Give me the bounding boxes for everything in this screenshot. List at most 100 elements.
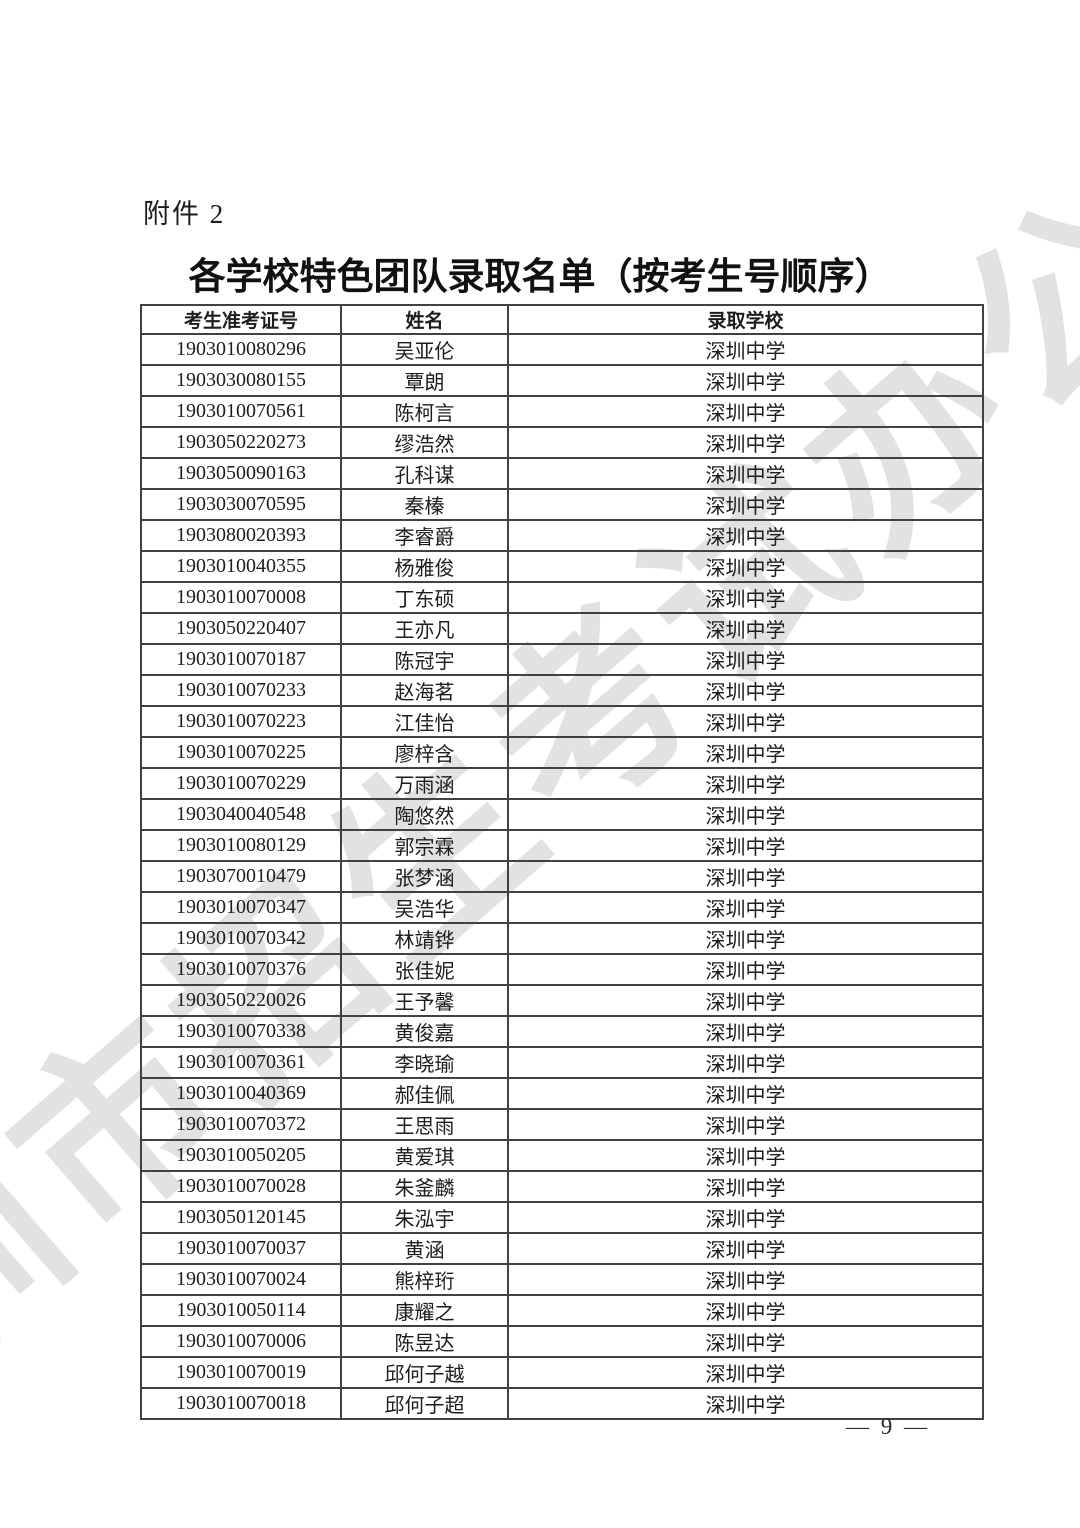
candidate-id-cell: 1903010080129 bbox=[140, 829, 342, 862]
table-row: 1903010070028 朱釜麟 深圳中学 bbox=[140, 1170, 984, 1203]
table-row: 1903010070561 陈柯言 深圳中学 bbox=[140, 395, 984, 428]
candidate-id-cell: 1903010070187 bbox=[140, 643, 342, 676]
name-cell: 王思雨 bbox=[340, 1108, 509, 1141]
table-row: 1903050220407 王亦凡 深圳中学 bbox=[140, 612, 984, 645]
table-row: 1903010080129 郭宗霖 深圳中学 bbox=[140, 829, 984, 862]
school-cell: 深圳中学 bbox=[507, 922, 984, 955]
table-row: 1903010070225 廖梓含 深圳中学 bbox=[140, 736, 984, 769]
name-cell: 秦榛 bbox=[340, 488, 509, 521]
school-cell: 深圳中学 bbox=[507, 860, 984, 893]
school-cell: 深圳中学 bbox=[507, 767, 984, 800]
table-row: 1903010070372 王思雨 深圳中学 bbox=[140, 1108, 984, 1141]
candidate-id-cell: 1903050090163 bbox=[140, 457, 342, 490]
school-cell: 深圳中学 bbox=[507, 798, 984, 831]
table-row: 1903010070347 吴浩华 深圳中学 bbox=[140, 891, 984, 924]
name-cell: 杨雅俊 bbox=[340, 550, 509, 583]
table-row: 1903010070376 张佳妮 深圳中学 bbox=[140, 953, 984, 986]
name-cell: 张梦涵 bbox=[340, 860, 509, 893]
header-name: 姓名 bbox=[340, 304, 509, 335]
candidate-id-cell: 1903010070361 bbox=[140, 1046, 342, 1079]
school-cell: 深圳中学 bbox=[507, 891, 984, 924]
candidate-id-cell: 1903070010479 bbox=[140, 860, 342, 893]
candidate-id-cell: 1903010070019 bbox=[140, 1356, 342, 1389]
school-cell: 深圳中学 bbox=[507, 829, 984, 862]
name-cell: 熊梓珩 bbox=[340, 1263, 509, 1296]
table-row: 1903010070008 丁东硕 深圳中学 bbox=[140, 581, 984, 614]
table-row: 1903010070018 邱何子超 深圳中学 bbox=[140, 1387, 984, 1420]
candidate-id-cell: 1903030080155 bbox=[140, 364, 342, 397]
header-candidate-id: 考生准考证号 bbox=[140, 304, 342, 335]
page-title: 各学校特色团队录取名单（按考生号顺序） bbox=[188, 256, 892, 297]
candidate-id-cell: 1903010070037 bbox=[140, 1232, 342, 1265]
table-row: 1903010050114 康耀之 深圳中学 bbox=[140, 1294, 984, 1327]
table-row: 1903050220026 王予馨 深圳中学 bbox=[140, 984, 984, 1017]
header-school: 录取学校 bbox=[507, 304, 984, 335]
name-cell: 缪浩然 bbox=[340, 426, 509, 459]
candidate-id-cell: 1903040040548 bbox=[140, 798, 342, 831]
candidate-id-cell: 1903010070347 bbox=[140, 891, 342, 924]
name-cell: 赵海茗 bbox=[340, 674, 509, 707]
table-row: 1903010070338 黄俊嘉 深圳中学 bbox=[140, 1015, 984, 1048]
name-cell: 郝佳佩 bbox=[340, 1077, 509, 1110]
name-cell: 张佳妮 bbox=[340, 953, 509, 986]
table-row: 1903040040548 陶悠然 深圳中学 bbox=[140, 798, 984, 831]
school-cell: 深圳中学 bbox=[507, 581, 984, 614]
table-row: 1903030070595 秦榛 深圳中学 bbox=[140, 488, 984, 521]
name-cell: 陶悠然 bbox=[340, 798, 509, 831]
school-cell: 深圳中学 bbox=[507, 705, 984, 738]
candidate-id-cell: 1903010040369 bbox=[140, 1077, 342, 1110]
candidate-id-cell: 1903010070223 bbox=[140, 705, 342, 738]
name-cell: 李睿爵 bbox=[340, 519, 509, 552]
candidate-id-cell: 1903050220026 bbox=[140, 984, 342, 1017]
table-row: 1903010070361 李晓瑜 深圳中学 bbox=[140, 1046, 984, 1079]
school-cell: 深圳中学 bbox=[507, 1356, 984, 1389]
school-cell: 深圳中学 bbox=[507, 426, 984, 459]
table-row: 1903050120145 朱泓宇 深圳中学 bbox=[140, 1201, 984, 1234]
candidate-id-cell: 1903010070006 bbox=[140, 1325, 342, 1358]
school-cell: 深圳中学 bbox=[507, 333, 984, 366]
candidate-id-cell: 1903010080296 bbox=[140, 333, 342, 366]
table-row: 1903010070187 陈冠宇 深圳中学 bbox=[140, 643, 984, 676]
table-row: 1903070010479 张梦涵 深圳中学 bbox=[140, 860, 984, 893]
candidate-id-cell: 1903010050205 bbox=[140, 1139, 342, 1172]
name-cell: 陈冠宇 bbox=[340, 643, 509, 676]
table-row: 1903010070037 黄涵 深圳中学 bbox=[140, 1232, 984, 1265]
name-cell: 廖梓含 bbox=[340, 736, 509, 769]
table-body: 1903010080296 吴亚伦 深圳中学 1903030080155 覃朗 深圳中学 1… bbox=[140, 333, 984, 1420]
candidate-id-cell: 1903010070233 bbox=[140, 674, 342, 707]
candidate-id-cell: 1903050220273 bbox=[140, 426, 342, 459]
table-row: 1903080020393 李睿爵 深圳中学 bbox=[140, 519, 984, 552]
candidate-id-cell: 1903010070561 bbox=[140, 395, 342, 428]
school-cell: 深圳中学 bbox=[507, 1294, 984, 1327]
table-row: 1903010040369 郝佳佩 深圳中学 bbox=[140, 1077, 984, 1110]
name-cell: 康耀之 bbox=[340, 1294, 509, 1327]
candidate-id-cell: 1903010070008 bbox=[140, 581, 342, 614]
candidate-id-cell: 1903010070338 bbox=[140, 1015, 342, 1048]
table-row: 1903010050205 黄爱琪 深圳中学 bbox=[140, 1139, 984, 1172]
table-row: 1903030080155 覃朗 深圳中学 bbox=[140, 364, 984, 397]
name-cell: 邱何子越 bbox=[340, 1356, 509, 1389]
name-cell: 王予馨 bbox=[340, 984, 509, 1017]
candidate-id-cell: 1903010070018 bbox=[140, 1387, 342, 1420]
school-cell: 深圳中学 bbox=[507, 550, 984, 583]
name-cell: 黄爱琪 bbox=[340, 1139, 509, 1172]
candidate-id-cell: 1903050120145 bbox=[140, 1201, 342, 1234]
name-cell: 林靖铧 bbox=[340, 922, 509, 955]
table-row: 1903050220273 缪浩然 深圳中学 bbox=[140, 426, 984, 459]
school-cell: 深圳中学 bbox=[507, 1325, 984, 1358]
name-cell: 郭宗霖 bbox=[340, 829, 509, 862]
name-cell: 陈柯言 bbox=[340, 395, 509, 428]
candidate-id-cell: 1903010070372 bbox=[140, 1108, 342, 1141]
table-header-row: 考生准考证号 姓名 录取学校 bbox=[140, 304, 984, 335]
school-cell: 深圳中学 bbox=[507, 612, 984, 645]
school-cell: 深圳中学 bbox=[507, 1201, 984, 1234]
school-cell: 深圳中学 bbox=[507, 1263, 984, 1296]
name-cell: 朱泓宇 bbox=[340, 1201, 509, 1234]
candidate-id-cell: 1903010070024 bbox=[140, 1263, 342, 1296]
candidate-id-cell: 1903010070028 bbox=[140, 1170, 342, 1203]
candidate-id-cell: 1903010070229 bbox=[140, 767, 342, 800]
candidate-id-cell: 1903010070342 bbox=[140, 922, 342, 955]
school-cell: 深圳中学 bbox=[507, 457, 984, 490]
candidate-id-cell: 1903080020393 bbox=[140, 519, 342, 552]
school-cell: 深圳中学 bbox=[507, 1387, 984, 1420]
